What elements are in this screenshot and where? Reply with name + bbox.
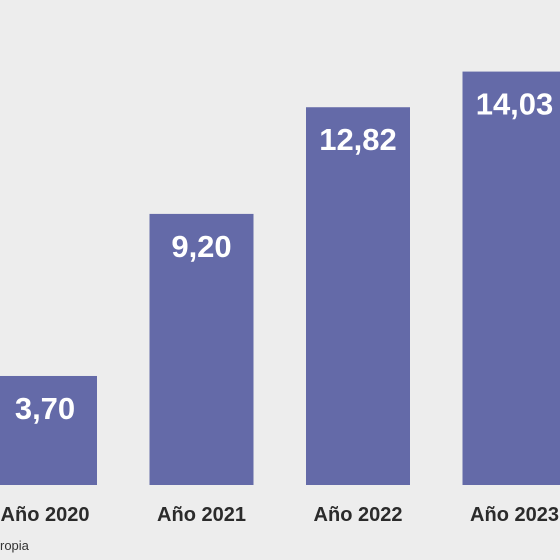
bar-4 [462, 71, 560, 485]
value-labels-group: 3,70 9,20 12,82 14,03 [15, 87, 553, 426]
bar-value-label-1: 3,70 [15, 391, 75, 426]
x-tick-label-1: Año 2020 [1, 504, 90, 526]
bar-value-label-4: 14,03 [476, 87, 554, 122]
bar-3 [306, 107, 410, 485]
bar-value-label-3: 12,82 [319, 122, 397, 157]
bar-value-label-2: 9,20 [171, 229, 231, 264]
x-tick-label-3: Año 2022 [314, 504, 403, 526]
bar-2 [149, 213, 254, 485]
source-note: ropia [0, 538, 29, 553]
x-tick-label-4: Año 2023 [470, 504, 559, 526]
bars-group [0, 71, 560, 485]
x-tick-labels-group: Año 2020 Año 2021 Año 2022 Año 2023 [1, 504, 559, 526]
x-tick-label-2: Año 2021 [157, 504, 246, 526]
bar-1 [0, 375, 97, 485]
